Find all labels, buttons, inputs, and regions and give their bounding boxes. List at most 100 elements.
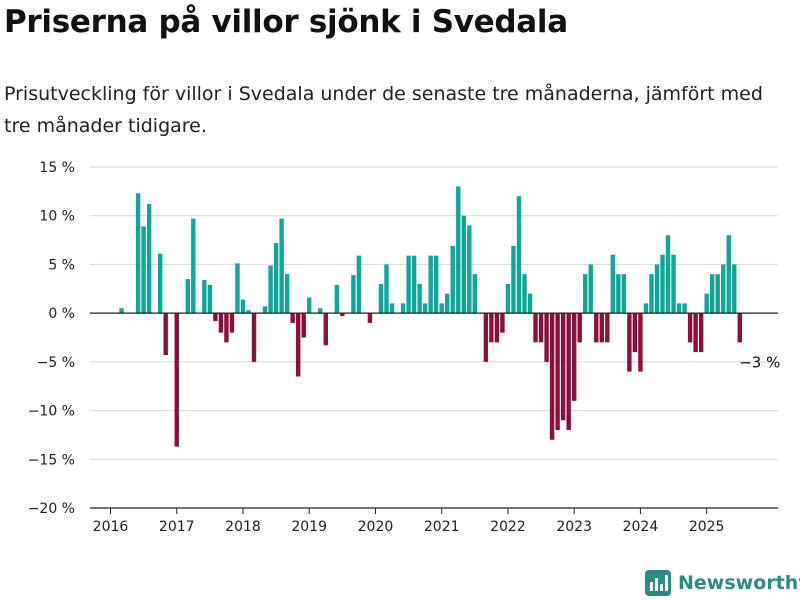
- bar: [422, 303, 428, 314]
- x-axis: [90, 312, 778, 514]
- bar: [229, 313, 235, 333]
- bar: [262, 306, 268, 314]
- bar: [505, 283, 511, 314]
- bar: [566, 313, 571, 431]
- newsworthy-logo: Newsworthy: [644, 568, 800, 598]
- bar: [533, 313, 538, 343]
- bar: [218, 313, 224, 333]
- bar: [202, 280, 207, 314]
- bar: [295, 313, 301, 377]
- x-tick-label: 2021: [424, 519, 460, 535]
- bar: [334, 284, 340, 314]
- bar: [433, 255, 439, 314]
- bar: [185, 279, 190, 314]
- bar: [224, 313, 229, 343]
- x-tick-label: 2023: [556, 519, 592, 535]
- bar: [174, 313, 179, 447]
- y-tick-label: 15 %: [39, 160, 75, 176]
- bar: [417, 283, 422, 314]
- bar: [610, 254, 616, 314]
- x-tick-label: 2024: [623, 519, 659, 535]
- bar: [698, 313, 704, 353]
- bars: [119, 186, 742, 447]
- x-tick-label: 2016: [93, 519, 129, 535]
- bar: [406, 255, 411, 314]
- bar: [191, 218, 196, 314]
- bar: [687, 313, 693, 343]
- bar: [119, 308, 124, 314]
- bar: [577, 313, 582, 343]
- bar: [605, 313, 610, 343]
- bar: [290, 313, 295, 323]
- bar: [671, 254, 676, 314]
- bar: [643, 303, 649, 314]
- bar: [522, 274, 527, 314]
- bar: [428, 255, 433, 314]
- bar: [472, 274, 478, 314]
- bar: [544, 313, 549, 362]
- chart-subtitle: Prisutveckling för villor i Svedala unde…: [4, 83, 763, 137]
- bar: [461, 215, 466, 314]
- bar: [588, 264, 593, 314]
- bar: [737, 313, 742, 343]
- bar: [467, 225, 472, 314]
- bar: [682, 303, 687, 314]
- bar: [489, 313, 494, 343]
- bar: [638, 313, 643, 372]
- bar: [146, 204, 152, 314]
- bar: [135, 193, 141, 314]
- bar: [207, 284, 213, 314]
- bar: [632, 313, 638, 353]
- bar: [594, 313, 599, 343]
- x-tick-label: 2017: [159, 519, 195, 535]
- bar: [583, 274, 588, 314]
- bar: [235, 263, 240, 314]
- bar: [726, 235, 731, 314]
- bar: [340, 313, 345, 317]
- y-tick-label: −15 %: [28, 452, 75, 468]
- y-tick-label: −5 %: [37, 355, 75, 371]
- bar: [665, 235, 671, 314]
- bar: [318, 308, 323, 314]
- bar: [367, 313, 373, 323]
- bar: [616, 274, 621, 314]
- bar: [163, 313, 168, 356]
- bar: [527, 293, 533, 314]
- bar: [439, 303, 444, 314]
- bar: [732, 264, 737, 314]
- bar: [378, 283, 384, 314]
- bar: [411, 255, 417, 314]
- bar: [251, 313, 257, 362]
- bar: [307, 297, 312, 314]
- bar: [555, 313, 560, 431]
- x-tick-label: 2025: [689, 519, 725, 535]
- bar: [157, 253, 163, 314]
- bar: [621, 274, 627, 314]
- bar: [246, 310, 251, 314]
- x-tick-label: 2018: [225, 519, 261, 535]
- bar: [273, 242, 279, 314]
- bar: [384, 264, 389, 314]
- page-title: Priserna på villor sjönk i Svedala: [4, 4, 568, 40]
- bar: [240, 299, 246, 314]
- x-axis-labels: 2016 2017 2018 2019 2020 2021 2022 2023 2024 2025: [93, 519, 725, 535]
- bar: [627, 313, 632, 372]
- brand-name: Newsworthy: [678, 572, 800, 594]
- bar: [660, 254, 665, 314]
- bar: [676, 303, 682, 314]
- bar: [649, 274, 654, 314]
- bar: [400, 303, 406, 314]
- bar: [323, 313, 328, 346]
- y-axis-labels: 15 % 10 % 5 % 0 % −5 % −10 % −15 % −20 %: [28, 160, 75, 517]
- y-tick-label: 0 %: [48, 306, 75, 322]
- bar: [450, 245, 455, 314]
- bar: [445, 293, 450, 314]
- bar: [709, 274, 715, 314]
- x-tick-label: 2019: [291, 519, 327, 535]
- y-tick-label: −10 %: [28, 404, 75, 420]
- y-tick-label: 10 %: [39, 209, 75, 225]
- bar: [560, 313, 566, 421]
- newsworthy-logo-icon: [645, 570, 671, 596]
- last-value-label: −3 %: [739, 353, 780, 371]
